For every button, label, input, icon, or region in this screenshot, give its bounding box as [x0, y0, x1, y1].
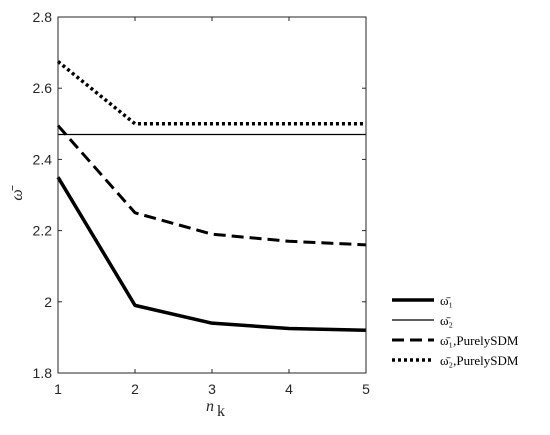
legend-label-2: ω̄₂	[440, 313, 453, 328]
x-tick-label: 2	[131, 381, 139, 397]
x-tick-label: 4	[285, 381, 293, 397]
plot-area-frame	[57, 16, 367, 374]
y-tick-label: 2	[44, 294, 52, 310]
y-tick-label: 2.6	[33, 80, 53, 96]
plot-lines	[56, 60, 367, 333]
legend: ω̄₁ ω̄₂ ω̄₁,PurelySDM ω̄₂,PurelySDM	[392, 293, 519, 368]
legend-label-3: ω̄₁,PurelySDM	[440, 333, 519, 348]
y-tick-label: 2.2	[33, 223, 53, 239]
y-tick-label: 2.4	[33, 151, 53, 167]
series-line-4	[56, 60, 366, 126]
axis-tick-labels: 1 2 3 4 5 1.8 2 2.2 2.4 2.6 2.8	[33, 9, 371, 397]
x-tick-label: 1	[54, 381, 62, 397]
legend-label-4: ω̄₂,PurelySDM	[440, 353, 519, 368]
legend-label-1: ω̄₁	[440, 293, 453, 308]
x-axis-label-subscript: k	[217, 403, 225, 420]
x-tick-label: 3	[208, 381, 216, 397]
y-axis-label: ω̄	[9, 185, 26, 200]
y-tick-label: 2.8	[33, 9, 53, 25]
x-axis-label: n	[206, 398, 214, 415]
y-tick-label: 1.8	[33, 365, 53, 381]
x-tick-label: 5	[362, 381, 370, 397]
axis-ticks	[57, 16, 367, 374]
series-line-1	[56, 176, 367, 333]
series-line-3	[56, 124, 367, 247]
